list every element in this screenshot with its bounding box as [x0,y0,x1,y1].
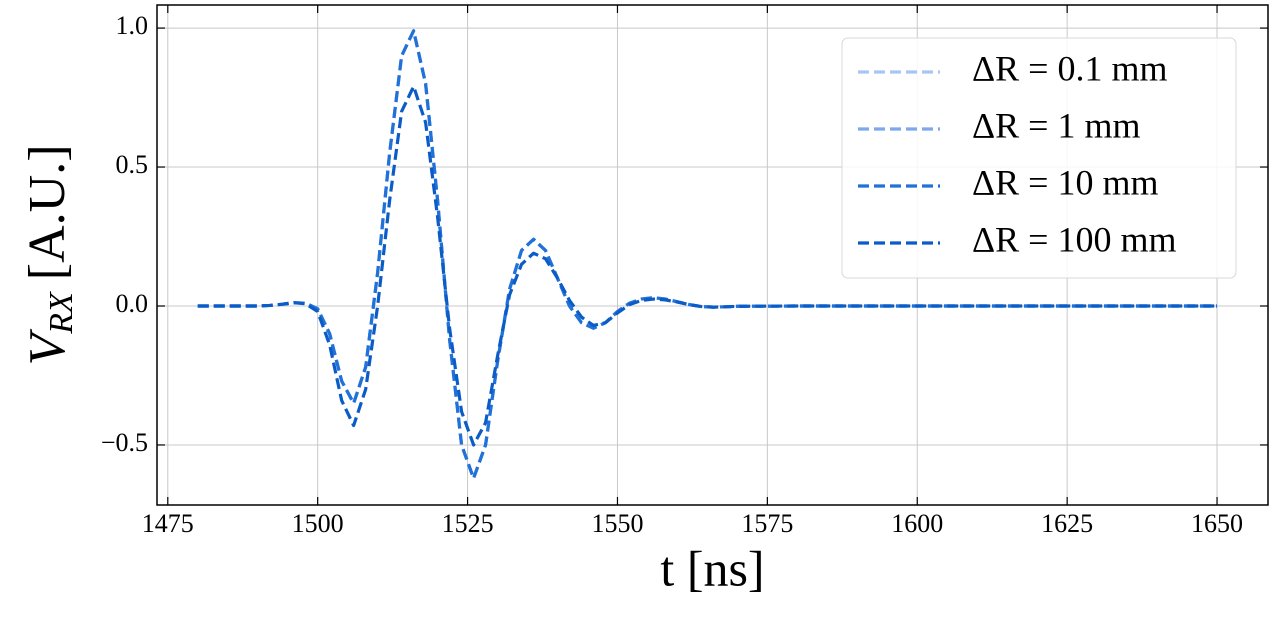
y-tick-label: −0.5 [101,428,148,457]
y-label-unit: [A.U.] [19,144,76,280]
x-tick-label: 1500 [292,509,344,538]
x-tick-label: 1525 [442,509,494,538]
x-tick-label: 1475 [142,509,194,538]
x-tick-label: 1575 [741,509,793,538]
x-tick-label: 1550 [591,509,643,538]
y-tick-label: 1.0 [116,11,149,40]
x-axis-label: t [ns] [660,540,764,596]
legend-label: ΔR = 10 mm [972,162,1158,202]
y-label-symbol: V [19,329,76,366]
legend-label: ΔR = 0.1 mm [972,48,1167,88]
legend-label: ΔR = 1 mm [972,105,1140,145]
data-line [197,84,1218,447]
plot-frame [156,4,1269,506]
legend-label: ΔR = 100 mm [972,219,1176,259]
x-tick-label: 1600 [891,509,943,538]
legend-box [841,37,1237,279]
y-axis-label: VRX [A.U.] [19,144,80,365]
x-tick-label: 1650 [1191,509,1243,538]
x-tick-label: 1625 [1041,509,1093,538]
y-label-subscript: RX [43,291,80,335]
y-tick-label: 0.0 [116,289,149,318]
y-tick-label: 0.5 [116,150,149,179]
